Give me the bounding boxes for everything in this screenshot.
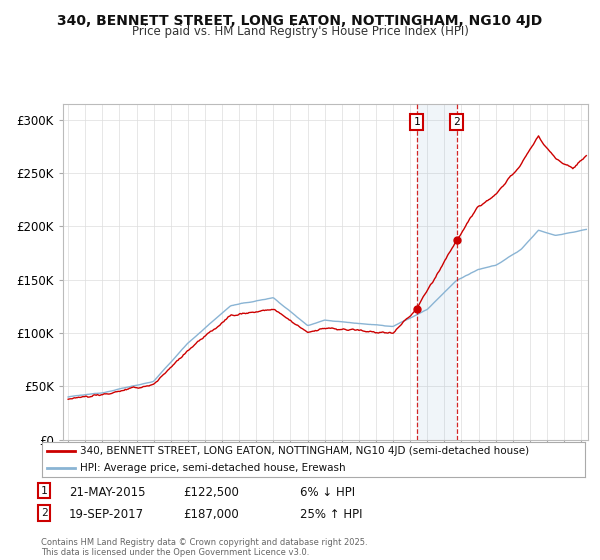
Text: 1: 1 bbox=[41, 486, 47, 496]
Text: 19-SEP-2017: 19-SEP-2017 bbox=[69, 508, 144, 521]
Text: £122,500: £122,500 bbox=[183, 486, 239, 498]
Text: 340, BENNETT STREET, LONG EATON, NOTTINGHAM, NG10 4JD (semi-detached house): 340, BENNETT STREET, LONG EATON, NOTTING… bbox=[80, 446, 529, 456]
Text: HPI: Average price, semi-detached house, Erewash: HPI: Average price, semi-detached house,… bbox=[80, 463, 346, 473]
Bar bbox=[417, 104, 457, 440]
Text: 340, BENNETT STREET, LONG EATON, NOTTINGHAM, NG10 4JD: 340, BENNETT STREET, LONG EATON, NOTTING… bbox=[58, 14, 542, 28]
Text: 6% ↓ HPI: 6% ↓ HPI bbox=[300, 486, 355, 498]
Text: 21-MAY-2015: 21-MAY-2015 bbox=[69, 486, 146, 498]
Text: 1: 1 bbox=[413, 116, 420, 127]
Text: 25% ↑ HPI: 25% ↑ HPI bbox=[300, 508, 362, 521]
Text: Contains HM Land Registry data © Crown copyright and database right 2025.
This d: Contains HM Land Registry data © Crown c… bbox=[41, 538, 367, 557]
Text: 2: 2 bbox=[453, 116, 460, 127]
Text: 2: 2 bbox=[41, 508, 47, 518]
Text: Price paid vs. HM Land Registry's House Price Index (HPI): Price paid vs. HM Land Registry's House … bbox=[131, 25, 469, 38]
Text: £187,000: £187,000 bbox=[183, 508, 239, 521]
